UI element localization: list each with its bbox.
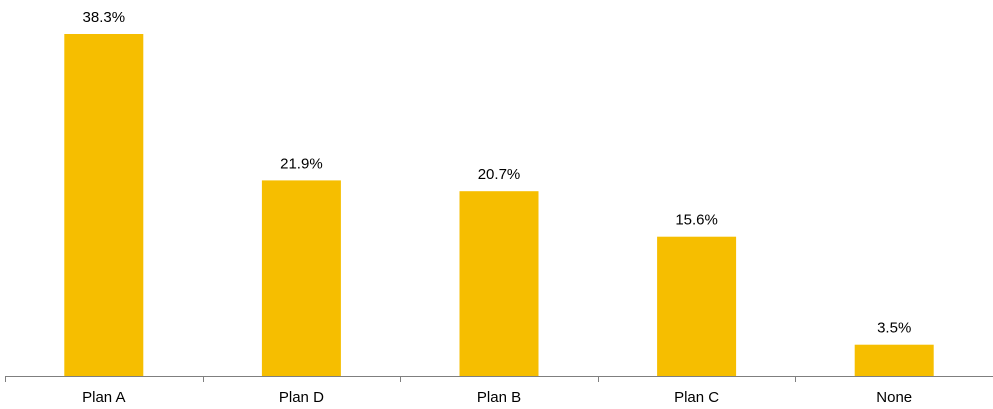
x-tick-label: None (876, 389, 912, 406)
data-label: 20.7% (478, 166, 521, 183)
x-tick-label: Plan D (279, 389, 324, 406)
data-label: 15.6% (675, 212, 718, 229)
bars-group (64, 34, 934, 376)
bar-plan-a (64, 34, 144, 376)
x-tick-label: Plan C (674, 389, 719, 406)
bar-plan-b (459, 191, 539, 376)
data-label: 38.3% (83, 9, 126, 26)
data-label: 21.9% (280, 155, 323, 172)
x-tick-label: Plan B (477, 389, 521, 406)
bar-plan-d (261, 180, 341, 376)
x-axis (5, 376, 993, 382)
category-labels-group: Plan A Plan D Plan B Plan C None (82, 389, 912, 406)
data-label: 3.5% (877, 320, 911, 337)
x-tick-label: Plan A (82, 389, 125, 406)
bar-plan-c (657, 236, 737, 376)
value-labels-group: 38.3% 21.9% 20.7% 15.6% 3.5% (83, 9, 912, 337)
bar-none (854, 344, 934, 376)
